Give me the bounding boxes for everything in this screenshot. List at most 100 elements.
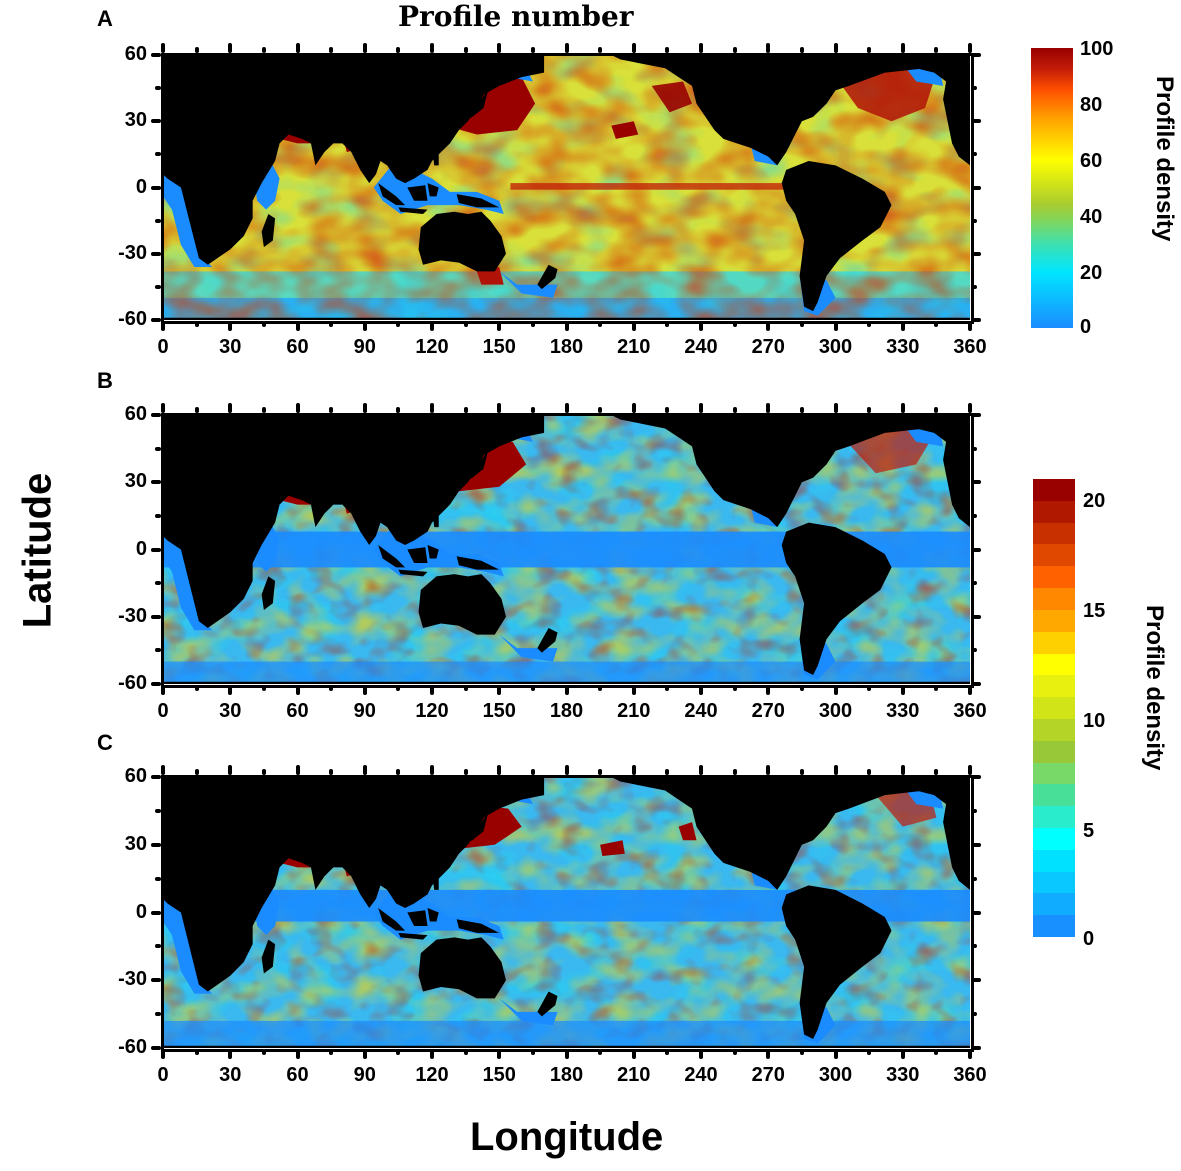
x-tick-mark [362, 765, 367, 775]
y-tick-mark [151, 413, 161, 417]
y-tick-mark [151, 318, 161, 322]
x-tick-mark [766, 43, 771, 53]
x-tick-mark [228, 403, 233, 413]
x-tick-mark [867, 407, 872, 413]
x-tick-mark [833, 321, 838, 331]
y-tick-mark [971, 513, 977, 518]
x-tick-mark [631, 43, 636, 53]
colorbar-a-tick: 0 [1080, 316, 1092, 338]
x-tick-mark [396, 321, 401, 327]
x-tick-mark [329, 769, 334, 775]
x-tick-mark [732, 47, 737, 53]
x-tick-mark [362, 403, 367, 413]
y-tick-mark [971, 152, 977, 157]
y-tick-label: -60 [118, 1036, 147, 1058]
y-tick-mark [151, 614, 161, 619]
x-tick-mark [699, 43, 703, 53]
y-tick-label: -60 [118, 308, 147, 330]
x-tick-mark [362, 321, 367, 331]
map-panel-c [163, 777, 970, 1048]
x-tick-mark [968, 43, 972, 53]
colorbar-a-title: Profile density [1151, 76, 1178, 242]
x-tick-mark [194, 47, 199, 53]
x-tick-mark [799, 407, 804, 413]
colorbar-band [1033, 828, 1075, 850]
x-tick-label: 210 [617, 700, 651, 722]
colorbar-a-tick: 60 [1080, 150, 1103, 172]
y-tick-label: 0 [135, 175, 147, 198]
y-tick-mark [971, 119, 981, 124]
x-tick-label: 120 [415, 1064, 449, 1086]
colorbar-a-tick: 80 [1080, 94, 1103, 116]
x-tick-mark [867, 1049, 872, 1055]
colorbar-band [1033, 631, 1075, 654]
x-tick-mark [463, 685, 468, 691]
y-tick-mark [971, 648, 977, 653]
x-tick-mark [261, 321, 266, 327]
y-tick-mark [151, 119, 161, 124]
x-tick-mark [766, 765, 771, 775]
x-tick-mark [833, 1049, 838, 1059]
x-tick-mark [766, 403, 771, 413]
colorbar-band [1033, 740, 1075, 763]
x-tick-mark [261, 769, 266, 775]
x-tick-mark [329, 1049, 334, 1055]
colorbar-b-tick: 20 [1083, 490, 1106, 512]
y-tick-label: 30 [124, 470, 147, 493]
y-tick-mark [971, 775, 981, 779]
y-tick-mark [971, 218, 977, 223]
x-tick-mark [665, 1049, 670, 1055]
x-tick-mark [598, 769, 603, 775]
colorbar-band [1033, 849, 1075, 872]
y-tick-mark [971, 581, 977, 586]
colorbar-band [1033, 675, 1075, 698]
x-tick-mark [261, 407, 266, 413]
x-tick-mark [497, 1049, 502, 1059]
x-tick-mark [766, 1049, 771, 1059]
colorbar-b-tick: 5 [1083, 820, 1095, 842]
y-tick-mark [971, 480, 981, 485]
x-tick-mark [329, 407, 334, 413]
colorbar-band [1033, 500, 1075, 523]
y-tick-mark [151, 682, 161, 686]
x-tick-mark [968, 765, 972, 775]
x-tick-label: 300 [818, 1064, 853, 1086]
y-tick-mark [971, 53, 981, 57]
x-tick-mark [833, 43, 838, 53]
x-tick-mark [161, 765, 165, 775]
x-tick-mark [665, 685, 670, 691]
x-tick-mark [934, 685, 939, 691]
x-tick-mark [598, 321, 603, 327]
y-tick-mark [151, 842, 161, 847]
x-tick-label: 0 [157, 700, 169, 722]
y-tick-mark [155, 944, 161, 949]
y-tick-mark [971, 86, 977, 91]
x-tick-label: 150 [482, 700, 516, 722]
x-tick-mark [430, 1049, 434, 1059]
x-tick-mark [463, 47, 468, 53]
x-tick-label: 180 [549, 700, 584, 722]
x-tick-mark [766, 321, 771, 331]
x-tick-mark [530, 769, 535, 775]
map-panel-a [163, 55, 970, 320]
x-tick-mark [699, 1049, 703, 1059]
y-tick-mark [155, 86, 161, 91]
y-tick-label: 60 [124, 403, 147, 425]
x-tick-label: 150 [482, 1064, 516, 1086]
colorbar-b-tick: 15 [1083, 600, 1106, 622]
y-tick-mark [971, 1012, 977, 1017]
x-tick-mark [631, 765, 636, 775]
x-tick-mark [867, 769, 872, 775]
x-tick-mark [968, 403, 972, 413]
x-tick-mark [194, 321, 199, 327]
axes-frame [161, 53, 974, 324]
colorbar-band [1033, 718, 1075, 741]
x-tick-mark [833, 403, 838, 413]
x-tick-label: 270 [751, 1064, 785, 1086]
y-tick-label: 60 [124, 43, 147, 65]
x-tick-mark [833, 685, 838, 695]
x-tick-mark [799, 769, 804, 775]
y-tick-mark [971, 446, 977, 451]
x-tick-label: 30 [219, 336, 242, 358]
x-tick-mark [497, 403, 502, 413]
